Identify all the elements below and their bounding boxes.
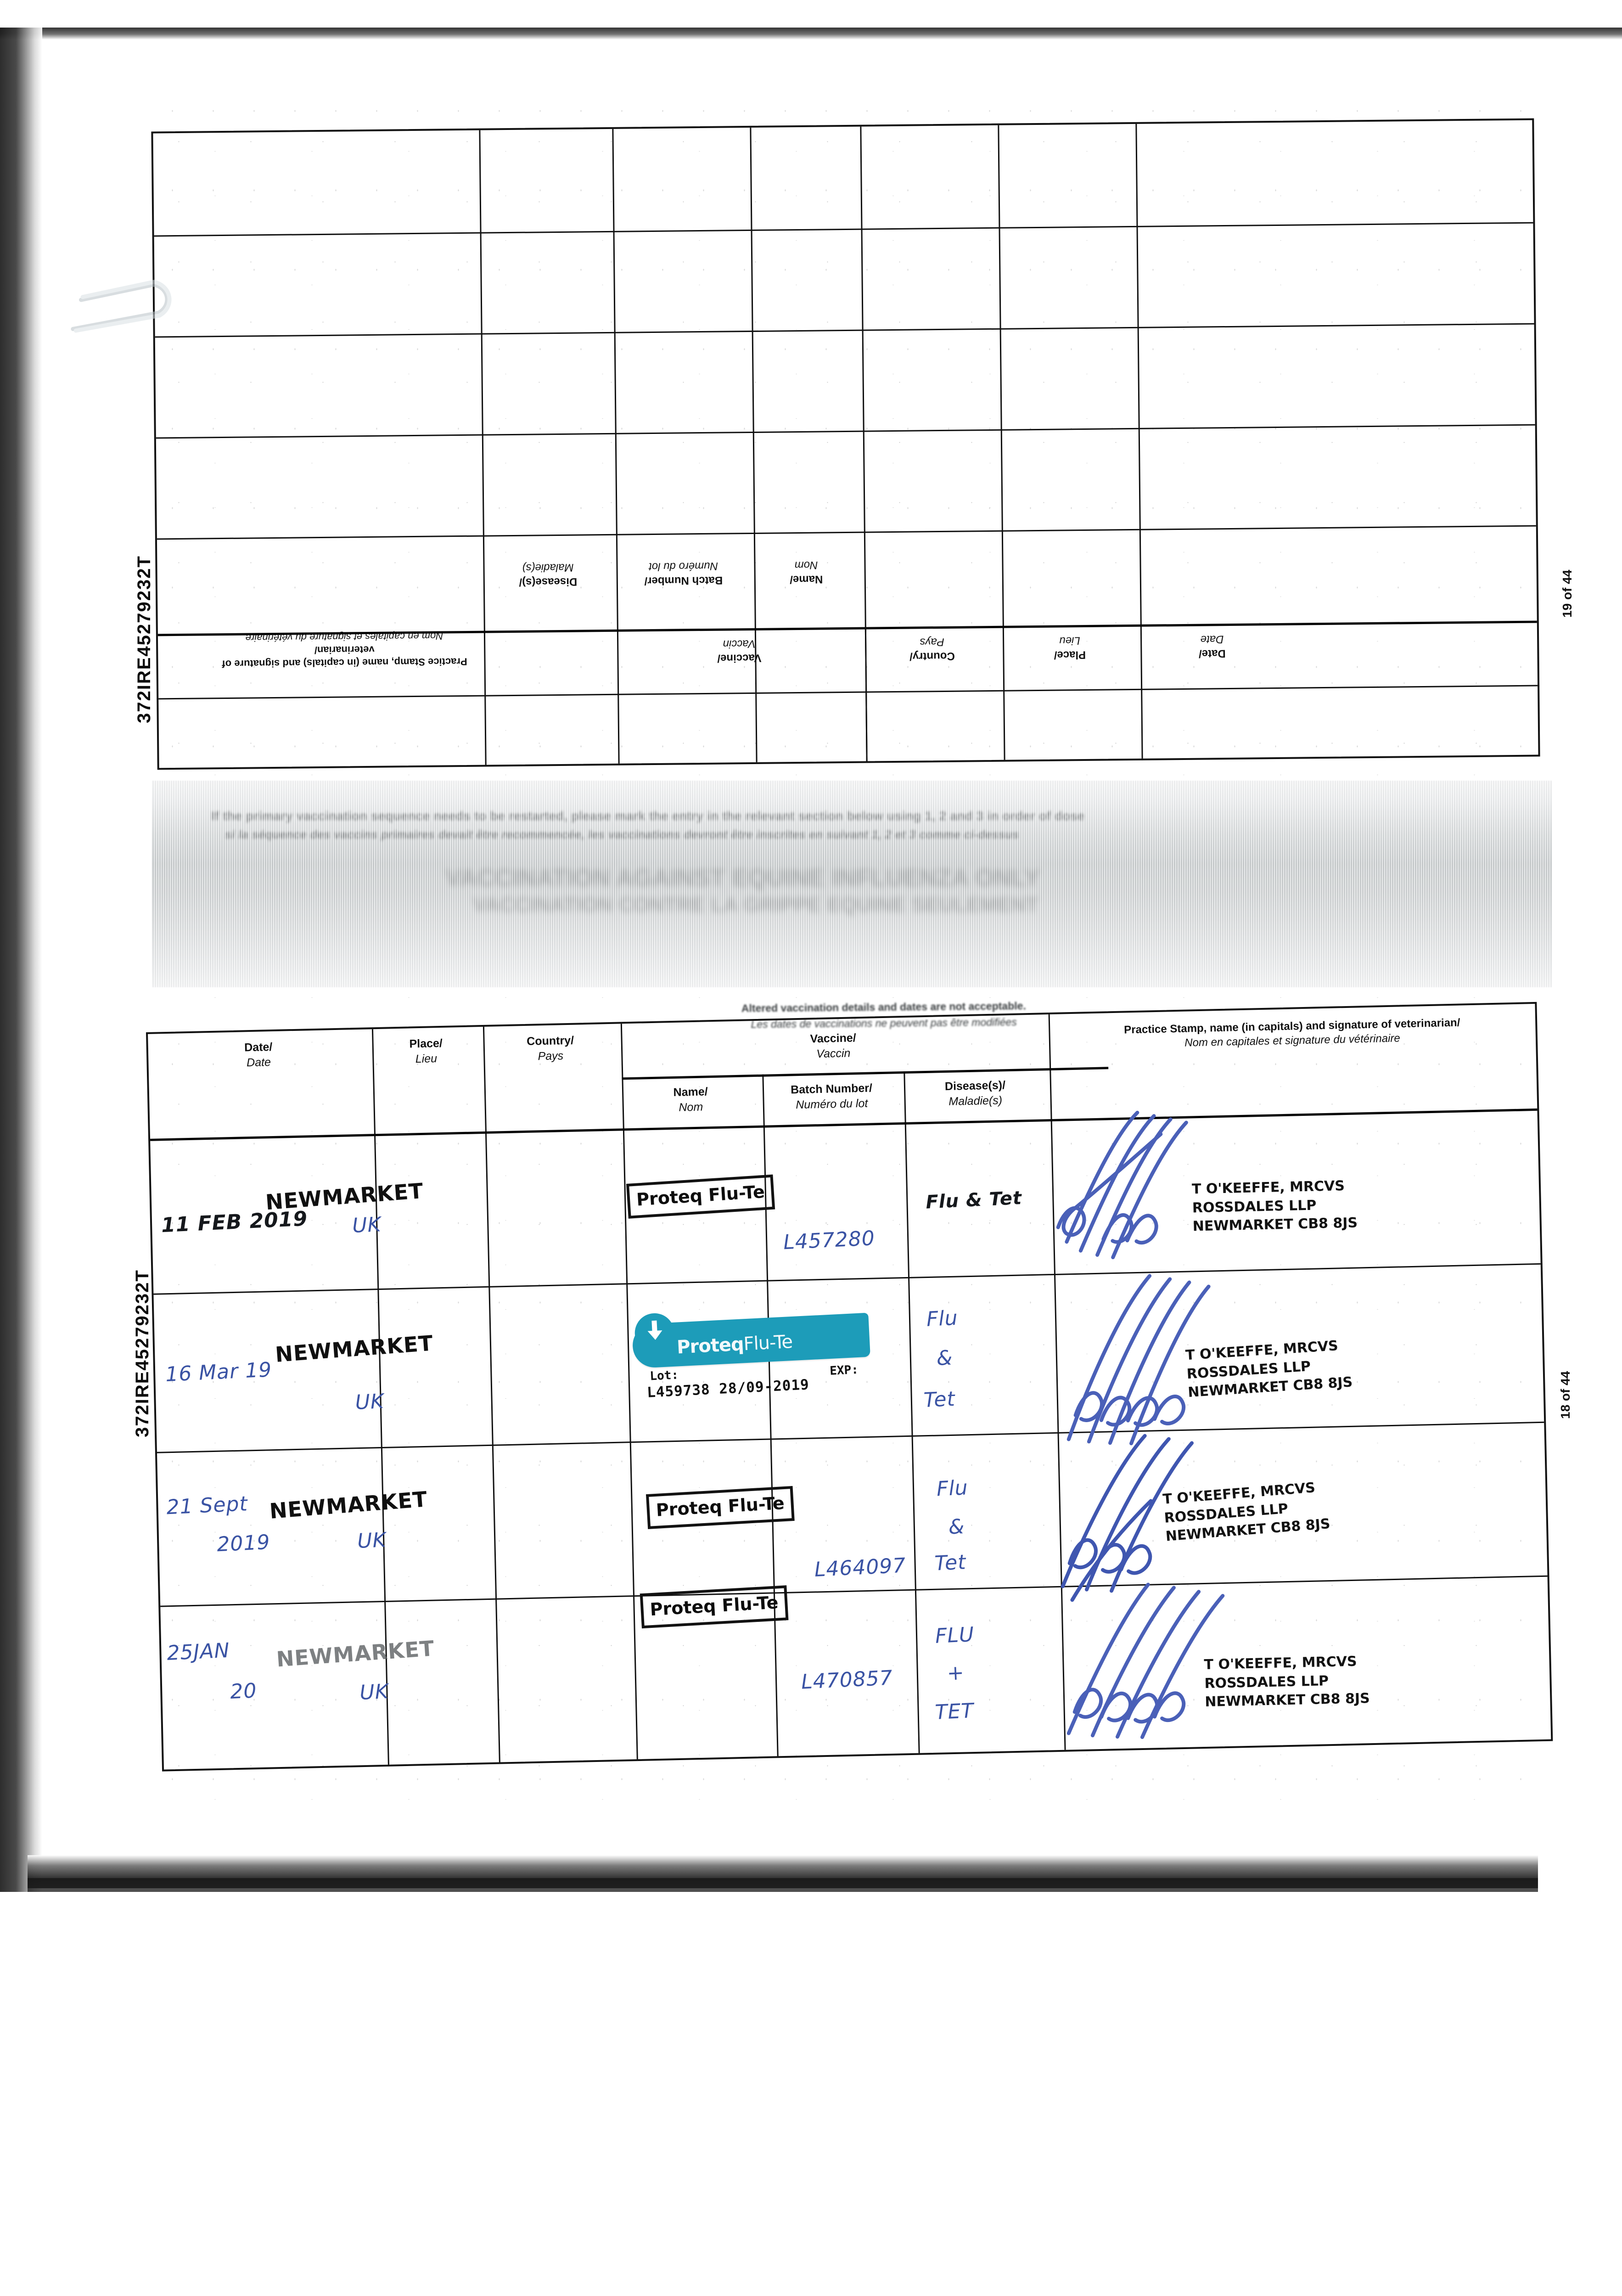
row-2-proteq-product-label: ProteqFlu-Te Lot: L459738 28/09-2019 EXP… — [631, 1311, 875, 1408]
upper-header-date: Date/Date — [1198, 633, 1226, 660]
row-4-disease-line1: FLU — [934, 1622, 975, 1648]
row-3-disease-line2: & — [948, 1514, 965, 1539]
row-1-practice-stamp: T O'KEEFFE, MRCVS ROSSDALES LLP NEWMARKE… — [1191, 1178, 1358, 1235]
row-2-disease-line2: & — [936, 1346, 954, 1371]
row-2-disease-line3: Tet — [923, 1387, 956, 1412]
down-arrow-icon — [646, 1320, 663, 1341]
passport-number-lower: 372IRE45279232T — [132, 1269, 152, 1437]
row-3-disease-line3: Tet — [934, 1550, 967, 1576]
header-country: Country/Pays — [526, 1034, 574, 1063]
row-2-country: UK — [354, 1390, 385, 1414]
row-4-country: UK — [359, 1680, 389, 1705]
row-1-country: UK — [352, 1213, 382, 1238]
header-batch: Batch Number/Numéro du lot — [790, 1081, 873, 1111]
row-4-date-line1: 25JAN — [166, 1638, 230, 1665]
row-3-batch: L464097 — [814, 1553, 907, 1581]
scan-smear-band: If the primary vaccination sequence need… — [152, 781, 1552, 987]
page-number-lower: 18 of 44 — [1558, 1371, 1572, 1419]
row-1-disease: Flu & Tet — [925, 1187, 1022, 1213]
upper-header-batch: Batch Number/Numéro du lot — [644, 560, 723, 587]
header-name: Name/Nom — [673, 1085, 708, 1114]
row-4-date-line2: 20 — [230, 1679, 258, 1704]
row-4-practice-stamp: T O'KEEFFE, MRCVS ROSSDALES LLP NEWMARKE… — [1204, 1653, 1370, 1711]
scanner-edge-bottom-dark — [28, 1878, 1538, 1892]
proteq-lot-caption: Lot: — [649, 1368, 679, 1384]
row-3-date-line1: 21 Sept — [166, 1492, 248, 1519]
scanner-edge-top — [0, 28, 1622, 39]
smear-title-fr: VACCINATION CONTRE LA GRIPPE EQUINE SEUL… — [473, 894, 1038, 916]
smear-title-en: VACCINATION AGAINST EQUINE INFLUENZA ONL… — [445, 865, 1040, 891]
header-disease: Disease(s)/Maladie(s) — [944, 1079, 1006, 1108]
page-number-upper: 19 of 44 — [1560, 569, 1574, 618]
row-4-batch: L470857 — [801, 1666, 893, 1694]
upper-header-vaccine: Vaccine/Vaccin — [717, 637, 762, 665]
upper-header-name: Name/Nom — [790, 559, 823, 586]
row-3-country: UK — [357, 1528, 387, 1553]
row-2-disease-line1: Flu — [926, 1306, 959, 1331]
smear-text-en: If the primary vaccination sequence need… — [211, 809, 1085, 823]
row-3-disease-line1: Flu — [936, 1476, 969, 1501]
row-4-disease-line2: + — [946, 1661, 965, 1685]
paperclip-icon — [66, 277, 189, 339]
upper-table-grid — [151, 118, 1540, 770]
scanner-edge-left — [0, 28, 42, 1892]
row-1-batch: L457280 — [783, 1227, 876, 1255]
vaccination-record-table: Date/Date Place/Lieu Country/Pays Vaccin… — [146, 1002, 1553, 1772]
upper-header-disease: Disease(s)/Maladie(s) — [519, 561, 578, 589]
proteq-exp-caption: EXP: — [829, 1362, 859, 1379]
upper-header-place: Place/Lieu — [1054, 634, 1086, 662]
row-4-disease-line3: TET — [934, 1699, 975, 1724]
smear-text-fr: si la séquence des vaccins primaires dev… — [225, 828, 1019, 841]
header-date: Date/Date — [244, 1041, 273, 1069]
upper-header-vet: Practice Stamp, name (in capitals) and s… — [222, 630, 467, 670]
row-2-practice-stamp: T O'KEEFFE, MRCVS ROSSDALES LLP NEWMARKE… — [1185, 1338, 1353, 1401]
upper-vaccination-table: Date/Date Place/Lieu Country/Pays Vaccin… — [151, 118, 1540, 770]
passport-number-upper: 372IRE45279232T — [134, 555, 154, 723]
header-place: Place/Lieu — [409, 1036, 443, 1065]
upper-header-country: Country/Pays — [909, 636, 955, 663]
row-2-date: 16 Mar 19 — [165, 1358, 273, 1387]
row-3-date-line2: 2019 — [216, 1530, 271, 1557]
